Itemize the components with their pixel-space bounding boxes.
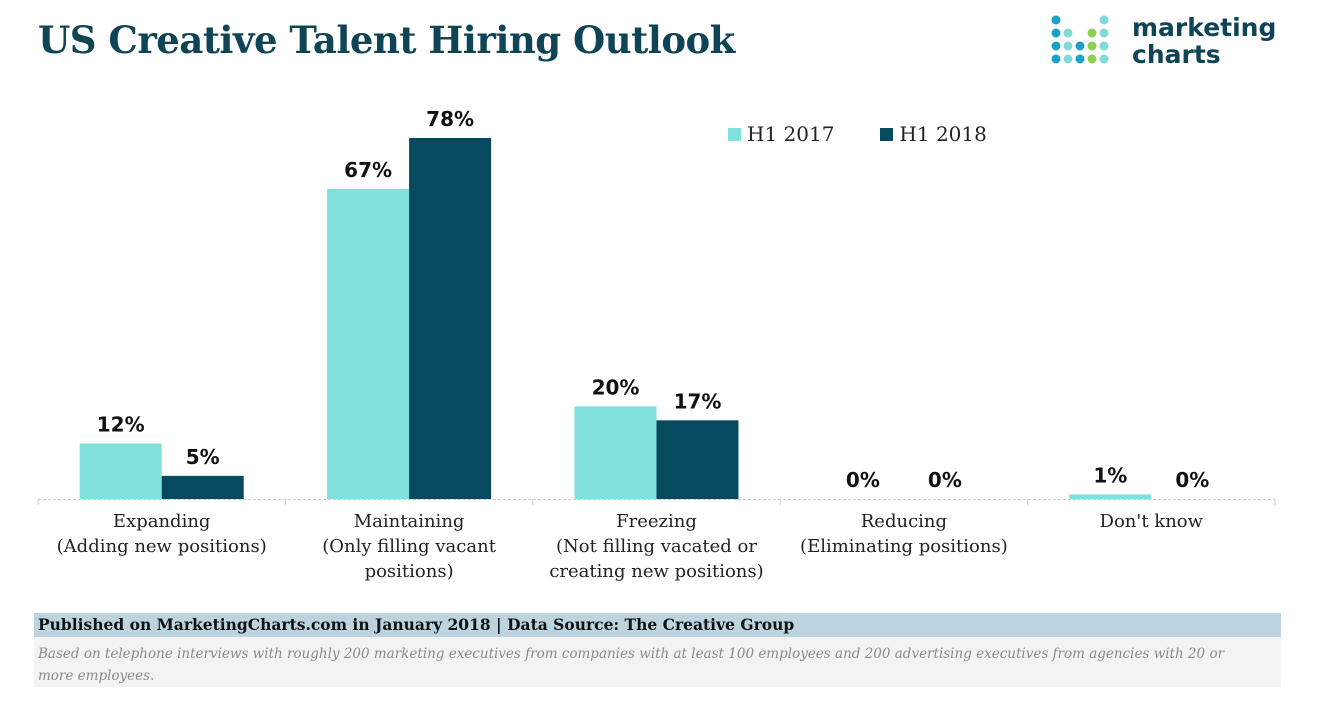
bar-h1-2018 (161, 475, 244, 499)
x-tick-label: Don't know (1100, 511, 1204, 532)
logo-dot (1075, 54, 1085, 64)
x-tick-label: positions) (365, 561, 454, 582)
data-label: 67% (344, 158, 392, 182)
x-tick-label: (Eliminating positions) (800, 536, 1008, 557)
logo-dot (1099, 15, 1109, 25)
legend-item-h1-2017: H1 2017 (728, 122, 834, 146)
bar-chart: 12% 5% Expanding (Adding new positions) 67% 7… (37, 107, 1276, 582)
logo-dot (1063, 28, 1073, 38)
logo-dot (1099, 28, 1109, 38)
x-tick-label: Maintaining (354, 511, 465, 532)
data-label: 5% (186, 445, 220, 469)
bar-h1-2017 (327, 188, 410, 499)
bar-h1-2017 (1069, 494, 1152, 499)
footer-methodology-note: Based on telephone interviews with rough… (34, 637, 1281, 687)
x-tick-label: creating new positions) (549, 561, 763, 582)
logo-dots-icon (1051, 15, 1109, 64)
legend-swatch-h1-2017 (728, 127, 741, 141)
logo-dot (1051, 15, 1061, 25)
footer-note-text: Based on telephone interviews with rough… (38, 646, 1225, 684)
data-label: 20% (592, 375, 640, 399)
logo-dot (1051, 28, 1061, 38)
logo-dot (1051, 41, 1061, 51)
x-tick-label: (Only filling vacant (322, 536, 496, 557)
x-tick-label: Freezing (616, 511, 697, 532)
legend-item-h1-2018: H1 2018 (880, 122, 987, 146)
data-label: 17% (674, 389, 722, 413)
legend-label-h1-2017: H1 2017 (747, 122, 835, 146)
logo-dot (1099, 54, 1109, 64)
x-tick-label: (Not filling vacated or (556, 536, 757, 557)
logo-dot (1063, 41, 1073, 51)
footer-published-text: Published on MarketingCharts.com in Janu… (38, 615, 795, 634)
logo-dot (1099, 41, 1109, 51)
data-label: 0% (1175, 468, 1209, 492)
logo-line-1: marketing (1132, 13, 1277, 42)
logo-wordmark: marketing charts (1132, 14, 1276, 68)
bar-h1-2018 (656, 420, 739, 499)
data-label: 1% (1093, 463, 1127, 487)
logo-dot (1075, 41, 1085, 51)
x-tick-label: (Adding new positions) (57, 536, 267, 557)
bar-h1-2018 (409, 138, 492, 499)
footer-source-bar: Published on MarketingCharts.com in Janu… (34, 613, 1281, 637)
data-label: 12% (97, 412, 145, 436)
bar-h1-2017 (79, 443, 162, 499)
bar-h1-2017 (574, 406, 657, 499)
chart-legend: H1 2017 H1 2018 (728, 122, 987, 146)
data-label: 0% (928, 468, 962, 492)
chart-title: US Creative Talent Hiring Outlook (38, 18, 735, 62)
x-tick-label: Reducing (861, 511, 947, 532)
logo-dot (1087, 28, 1097, 38)
marketing-charts-logo: marketing charts (1050, 14, 1290, 74)
logo-dot (1063, 54, 1073, 64)
logo-dot (1051, 54, 1061, 64)
logo-line-2: charts (1132, 40, 1221, 69)
data-label: 78% (426, 107, 474, 131)
data-label: 0% (846, 468, 880, 492)
logo-dot (1087, 41, 1097, 51)
legend-swatch-h1-2018 (880, 127, 894, 141)
legend-label-h1-2018: H1 2018 (899, 122, 987, 146)
logo-dot (1087, 54, 1097, 64)
x-tick-label: Expanding (113, 511, 211, 532)
